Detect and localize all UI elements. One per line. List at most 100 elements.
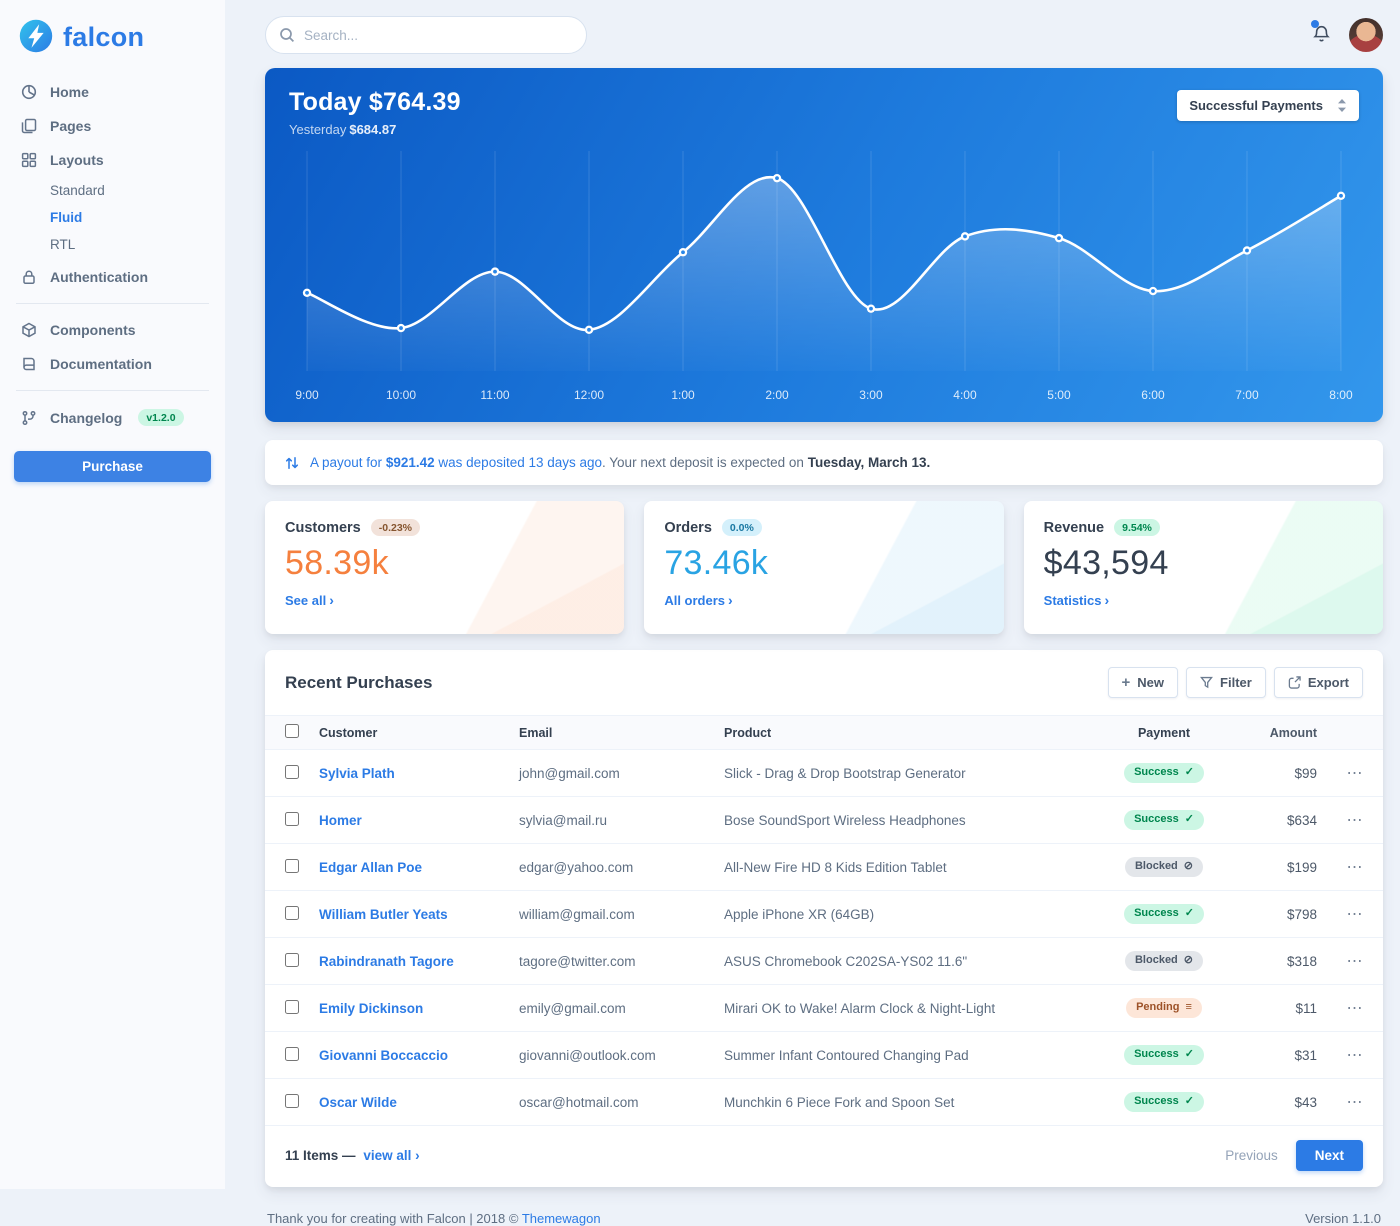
sidebar-item-documentation[interactable]: Documentation bbox=[14, 347, 211, 381]
svg-text:8:00: 8:00 bbox=[1329, 388, 1353, 402]
table-row: Emily Dickinson emily@gmail.com Mirari O… bbox=[265, 985, 1383, 1032]
sidebar-item-components[interactable]: Components bbox=[14, 313, 211, 347]
stat-badge: 0.0% bbox=[722, 519, 762, 536]
row-actions-button[interactable]: ⋯ bbox=[1341, 1043, 1370, 1067]
filter-button[interactable]: Filter bbox=[1186, 667, 1266, 698]
customer-link[interactable]: Edgar Allan Poe bbox=[319, 860, 422, 875]
customer-link[interactable]: Emily Dickinson bbox=[319, 1001, 423, 1016]
customer-link[interactable]: Sylvia Plath bbox=[319, 766, 395, 781]
select-all-checkbox[interactable] bbox=[285, 724, 299, 738]
see-all-link[interactable]: See all› bbox=[285, 592, 334, 608]
brand-logo[interactable]: falcon bbox=[14, 16, 211, 75]
table-row: Rabindranath Tagore tagore@twitter.com A… bbox=[265, 938, 1383, 985]
sidebar-item-pages[interactable]: Pages bbox=[14, 109, 211, 143]
stat-value: 58.39k bbox=[285, 544, 604, 583]
sidebar-item-rtl[interactable]: RTL bbox=[50, 231, 211, 258]
lock-icon bbox=[20, 269, 38, 285]
sidebar-item-changelog[interactable]: Changelog v1.2.0 bbox=[14, 400, 211, 435]
customer-link[interactable]: William Butler Yeats bbox=[319, 907, 448, 922]
row-actions-button[interactable]: ⋯ bbox=[1341, 949, 1370, 973]
table-row: Sylvia Plath john@gmail.com Slick - Drag… bbox=[265, 750, 1383, 797]
svg-text:12:00: 12:00 bbox=[574, 388, 604, 402]
table-row: Edgar Allan Poe edgar@yahoo.com All-New … bbox=[265, 844, 1383, 891]
notifications-button[interactable] bbox=[1312, 25, 1331, 46]
search-input[interactable] bbox=[265, 16, 587, 54]
row-actions-button[interactable]: ⋯ bbox=[1341, 1090, 1370, 1114]
column-header-payment[interactable]: Payment bbox=[1089, 716, 1239, 750]
email-cell: edgar@yahoo.com bbox=[509, 844, 714, 891]
row-checkbox[interactable] bbox=[285, 906, 299, 920]
new-button[interactable]: +New bbox=[1108, 667, 1179, 698]
row-actions-button[interactable]: ⋯ bbox=[1341, 855, 1370, 879]
statistics-link[interactable]: Statistics› bbox=[1044, 592, 1109, 608]
customer-link[interactable]: Homer bbox=[319, 813, 362, 828]
topbar bbox=[265, 16, 1383, 54]
customer-link[interactable]: Giovanni Boccaccio bbox=[319, 1048, 448, 1063]
sidebar-item-standard[interactable]: Standard bbox=[50, 177, 211, 204]
table-header-row: Customer Email Product Payment Amount bbox=[265, 716, 1383, 750]
stat-badge: -0.23% bbox=[371, 519, 420, 536]
previous-button[interactable]: Previous bbox=[1225, 1148, 1278, 1163]
payment-status-badge: Pending≡ bbox=[1126, 998, 1202, 1018]
column-header-customer[interactable]: Customer bbox=[309, 716, 509, 750]
payment-status-badge: Blocked⊘ bbox=[1125, 857, 1203, 877]
svg-text:7:00: 7:00 bbox=[1235, 388, 1259, 402]
view-all-link[interactable]: view all › bbox=[363, 1148, 419, 1163]
product-cell: Slick - Drag & Drop Bootstrap Generator bbox=[714, 750, 1089, 797]
customers-card: Customers -0.23% 58.39k See all› bbox=[265, 501, 624, 634]
email-cell: sylvia@mail.ru bbox=[509, 797, 714, 844]
row-checkbox[interactable] bbox=[285, 859, 299, 873]
payout-amount[interactable]: $921.42 bbox=[386, 455, 435, 470]
row-checkbox[interactable] bbox=[285, 1047, 299, 1061]
export-button[interactable]: Export bbox=[1274, 667, 1363, 698]
purchase-button[interactable]: Purchase bbox=[14, 451, 211, 482]
status-icon: ⊘ bbox=[1184, 954, 1193, 967]
sidebar-item-authentication[interactable]: Authentication bbox=[14, 260, 211, 294]
all-orders-link[interactable]: All orders› bbox=[664, 592, 732, 608]
row-checkbox[interactable] bbox=[285, 1000, 299, 1014]
themewagon-link[interactable]: Themewagon bbox=[522, 1211, 601, 1226]
stat-cards: Customers -0.23% 58.39k See all› Orders … bbox=[265, 501, 1383, 634]
row-checkbox[interactable] bbox=[285, 1094, 299, 1108]
chevron-right-icon: › bbox=[415, 1148, 420, 1163]
stat-value: $43,594 bbox=[1044, 544, 1363, 583]
email-cell: john@gmail.com bbox=[509, 750, 714, 797]
payout-link[interactable]: was deposited 13 days ago bbox=[438, 455, 602, 470]
payment-status-badge: Success✓ bbox=[1124, 1045, 1204, 1065]
status-icon: ✓ bbox=[1185, 1095, 1194, 1108]
row-actions-button[interactable]: ⋯ bbox=[1341, 808, 1370, 832]
column-header-email[interactable]: Email bbox=[509, 716, 714, 750]
svg-text:4:00: 4:00 bbox=[953, 388, 977, 402]
next-button[interactable]: Next bbox=[1296, 1140, 1363, 1171]
status-icon: ≡ bbox=[1185, 1001, 1191, 1014]
grid-icon bbox=[20, 152, 38, 168]
row-actions-button[interactable]: ⋯ bbox=[1341, 761, 1370, 785]
amount-cell: $798 bbox=[1239, 891, 1327, 938]
payout-text: A payout for $921.42 was deposited 13 da… bbox=[310, 455, 930, 470]
column-header-amount[interactable]: Amount bbox=[1239, 716, 1327, 750]
payment-status-badge: Blocked⊘ bbox=[1125, 951, 1203, 971]
row-checkbox[interactable] bbox=[285, 953, 299, 967]
user-avatar[interactable] bbox=[1349, 18, 1383, 52]
export-icon bbox=[1288, 676, 1301, 689]
sort-icon bbox=[1337, 99, 1347, 112]
status-icon: ✓ bbox=[1185, 1048, 1194, 1061]
customer-link[interactable]: Oscar Wilde bbox=[319, 1095, 397, 1110]
product-cell: ASUS Chromebook C202SA-YS02 11.6" bbox=[714, 938, 1089, 985]
sidebar-item-layouts[interactable]: Layouts bbox=[14, 143, 211, 177]
svg-text:2:00: 2:00 bbox=[765, 388, 789, 402]
row-checkbox[interactable] bbox=[285, 812, 299, 826]
row-checkbox[interactable] bbox=[285, 765, 299, 779]
sidebar-item-fluid[interactable]: Fluid bbox=[50, 204, 211, 231]
svg-text:1:00: 1:00 bbox=[671, 388, 695, 402]
payments-filter-select[interactable]: Successful Payments bbox=[1177, 90, 1359, 121]
payout-link[interactable]: A payout for bbox=[310, 455, 382, 470]
customer-link[interactable]: Rabindranath Tagore bbox=[319, 954, 454, 969]
payment-status-badge: Success✓ bbox=[1124, 1092, 1204, 1112]
payment-status-badge: Success✓ bbox=[1124, 763, 1204, 783]
sidebar-item-home[interactable]: Home bbox=[14, 75, 211, 109]
column-header-product[interactable]: Product bbox=[714, 716, 1089, 750]
product-cell: Munchkin 6 Piece Fork and Spoon Set bbox=[714, 1079, 1089, 1126]
row-actions-button[interactable]: ⋯ bbox=[1341, 996, 1370, 1020]
row-actions-button[interactable]: ⋯ bbox=[1341, 902, 1370, 926]
